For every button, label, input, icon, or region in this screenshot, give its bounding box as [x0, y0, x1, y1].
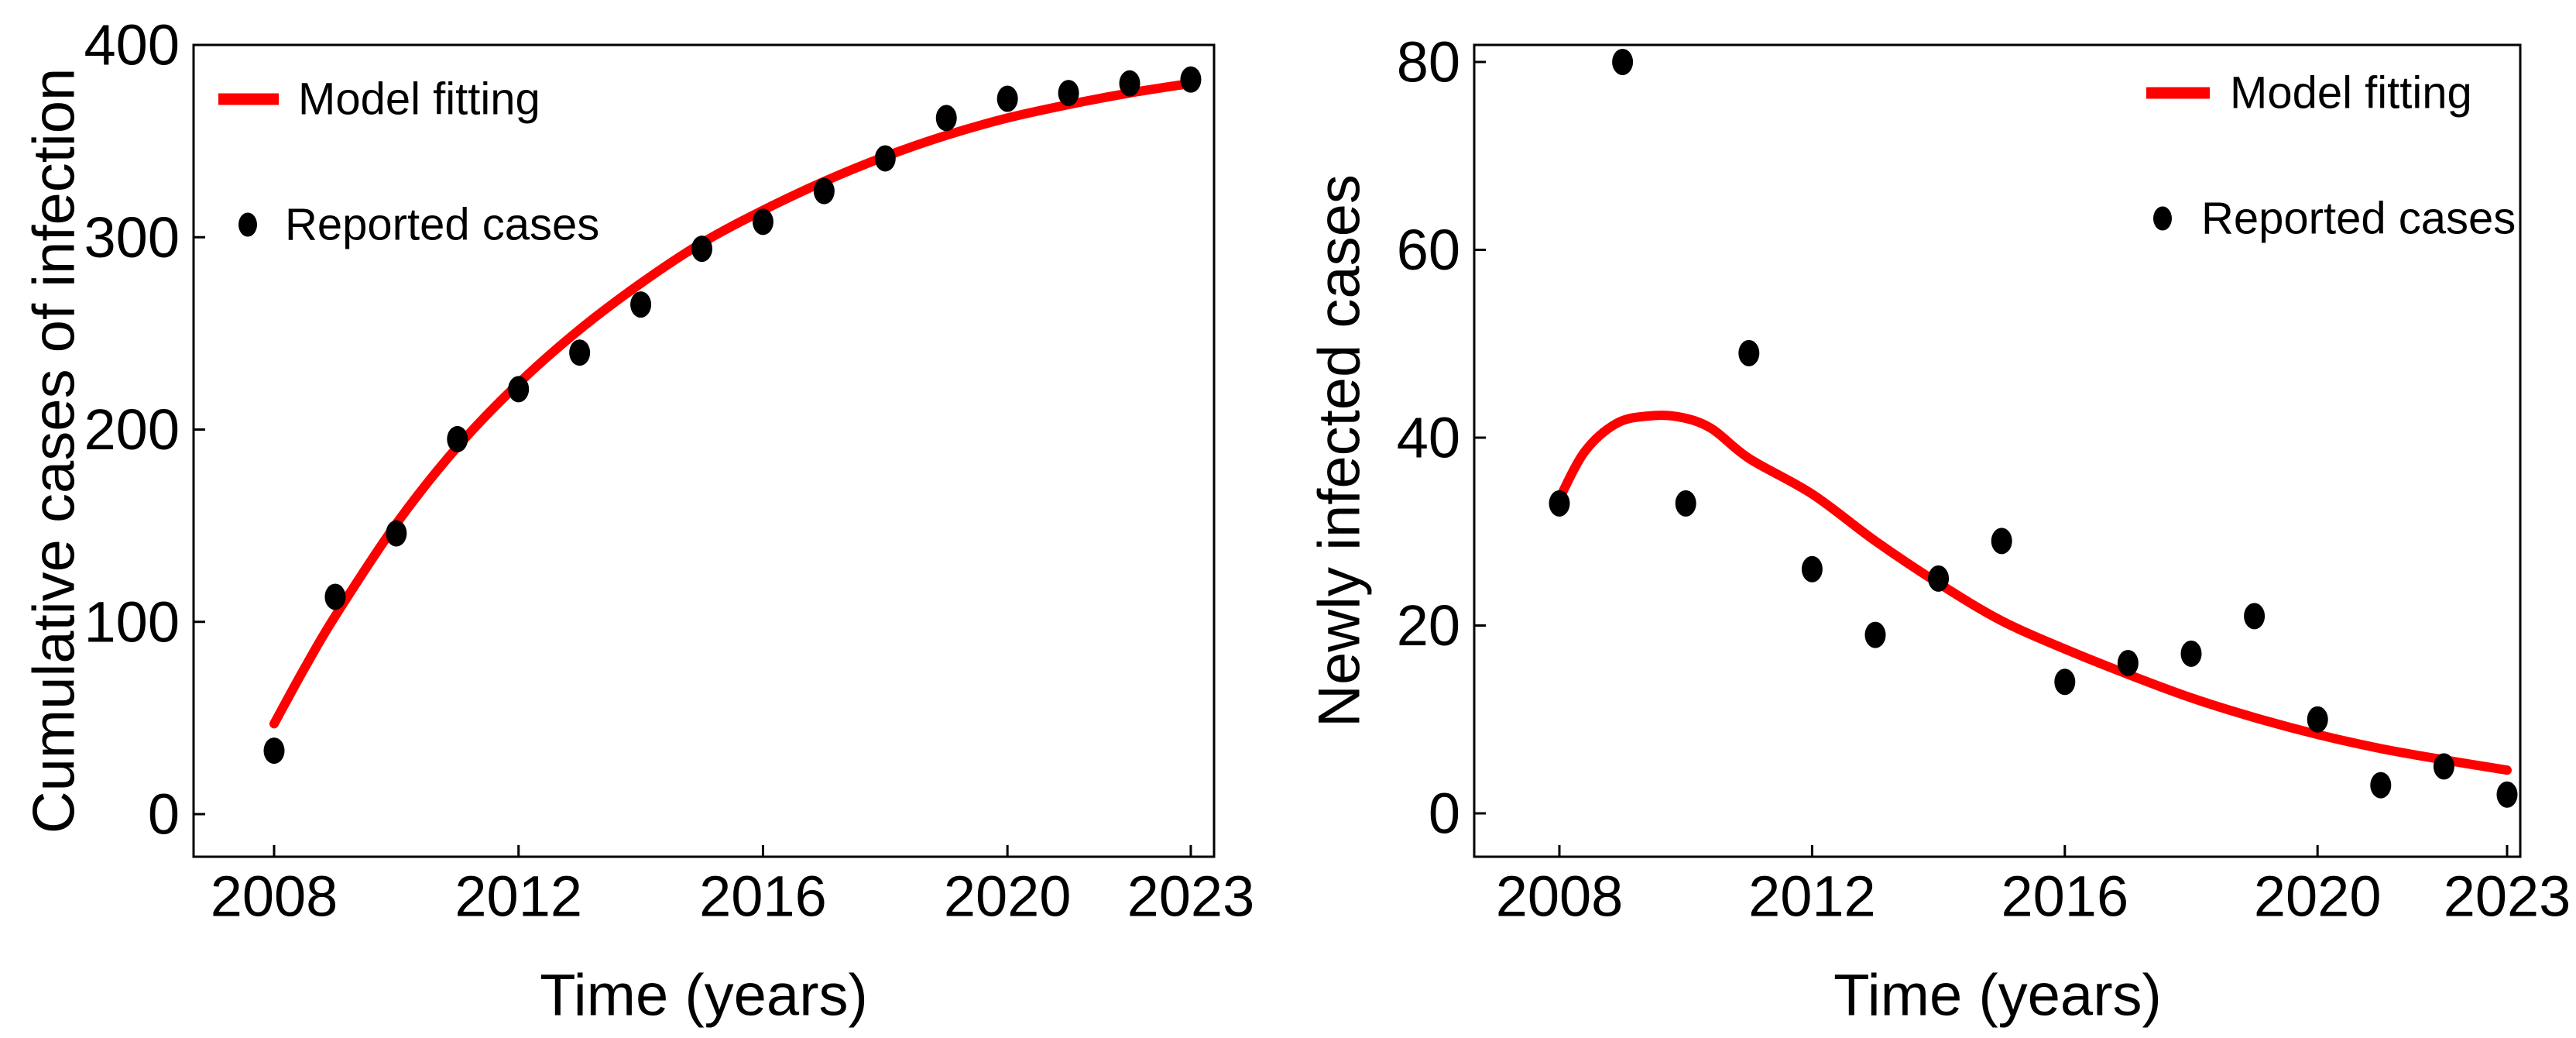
data-point: [2244, 603, 2266, 630]
legend-label: Reported cases: [2201, 194, 2516, 244]
x-tick-label: 2020: [944, 864, 1072, 929]
x-tick-label: 2012: [454, 864, 582, 929]
data-point: [2496, 781, 2518, 808]
data-point: [1738, 339, 1760, 366]
y-tick-label: 0: [1429, 782, 1460, 846]
y-tick-label: 100: [84, 589, 180, 654]
x-tick-label: 2020: [2254, 864, 2382, 929]
data-point: [1119, 70, 1141, 97]
data-point: [2054, 669, 2076, 696]
data-point: [2180, 640, 2202, 667]
y-tick-label: 80: [1397, 30, 1460, 95]
data-point: [1801, 555, 1823, 583]
data-point: [2433, 753, 2454, 780]
y-tick-label: 0: [148, 782, 180, 847]
legend-dot-sample: [238, 212, 257, 237]
x-tick-label: 2023: [2444, 864, 2571, 929]
data-point: [2307, 706, 2328, 733]
legend-label: Reported cases: [285, 200, 599, 250]
x-tick-label: 2008: [1496, 864, 1624, 929]
data-point: [630, 291, 652, 318]
panel-right: 2008 2012 2016 2020 2023 0 20 40 60 80 Time (years…: [1307, 30, 2571, 1029]
y-tick-label: 200: [84, 397, 180, 462]
x-tick-label: 2016: [2001, 864, 2128, 929]
x-axis-label: Time (years): [1833, 963, 2162, 1029]
data-point: [874, 145, 896, 172]
legend-dot-sample: [2153, 206, 2172, 231]
data-point: [752, 208, 773, 235]
y-axis-label: Cumulative cases of infection: [22, 68, 87, 833]
legend-label: Model fitting: [2230, 68, 2472, 119]
x-tick-label: 2008: [211, 864, 338, 929]
data-point: [1864, 621, 1886, 648]
data-point: [386, 520, 407, 547]
x-tick-label: 2016: [699, 864, 827, 929]
data-point: [1180, 66, 1202, 93]
x-tick-label: 2012: [1748, 864, 1876, 929]
reported-cases-dots: [1549, 49, 2518, 808]
x-tick-label: 2023: [1127, 864, 1255, 929]
panel-left: 2008 2012 2016 2020 2023 0 100 200 300 400 Time (y…: [22, 13, 1255, 1029]
data-point: [1991, 528, 2012, 555]
data-point: [2117, 650, 2139, 676]
y-axis-label: Newly infected cases: [1307, 174, 1373, 727]
legend: Model fitting Reported cases: [2146, 68, 2516, 244]
y-tick-label: 300: [84, 205, 180, 270]
data-point: [1612, 49, 1634, 75]
data-point: [447, 425, 468, 452]
y-tick-label: 40: [1397, 406, 1460, 470]
data-point: [1549, 490, 1570, 517]
model-fitting-curve: [269, 78, 1195, 729]
y-tick-label: 20: [1397, 593, 1460, 658]
data-point: [996, 85, 1018, 112]
x-axis-label: Time (years): [540, 963, 868, 1029]
reported-cases-dots: [263, 66, 1202, 765]
y-tick-label: 400: [84, 13, 180, 77]
axes-box: [192, 43, 1216, 858]
axes-box: [1473, 43, 2522, 858]
data-point: [1058, 80, 1079, 107]
data-point: [324, 583, 346, 610]
data-point: [1675, 490, 1696, 517]
data-point: [2370, 772, 2392, 799]
y-tick-label: 60: [1397, 218, 1460, 282]
data-point: [935, 105, 957, 132]
model-fitting-curve: [1555, 411, 2512, 775]
data-point: [263, 737, 285, 765]
data-point: [1928, 565, 1950, 592]
data-point: [813, 177, 835, 205]
data-point: [508, 376, 530, 403]
data-point: [691, 235, 713, 263]
legend-label: Model fitting: [298, 74, 540, 125]
legend: Model fitting Reported cases: [218, 74, 599, 250]
data-point: [569, 339, 591, 366]
